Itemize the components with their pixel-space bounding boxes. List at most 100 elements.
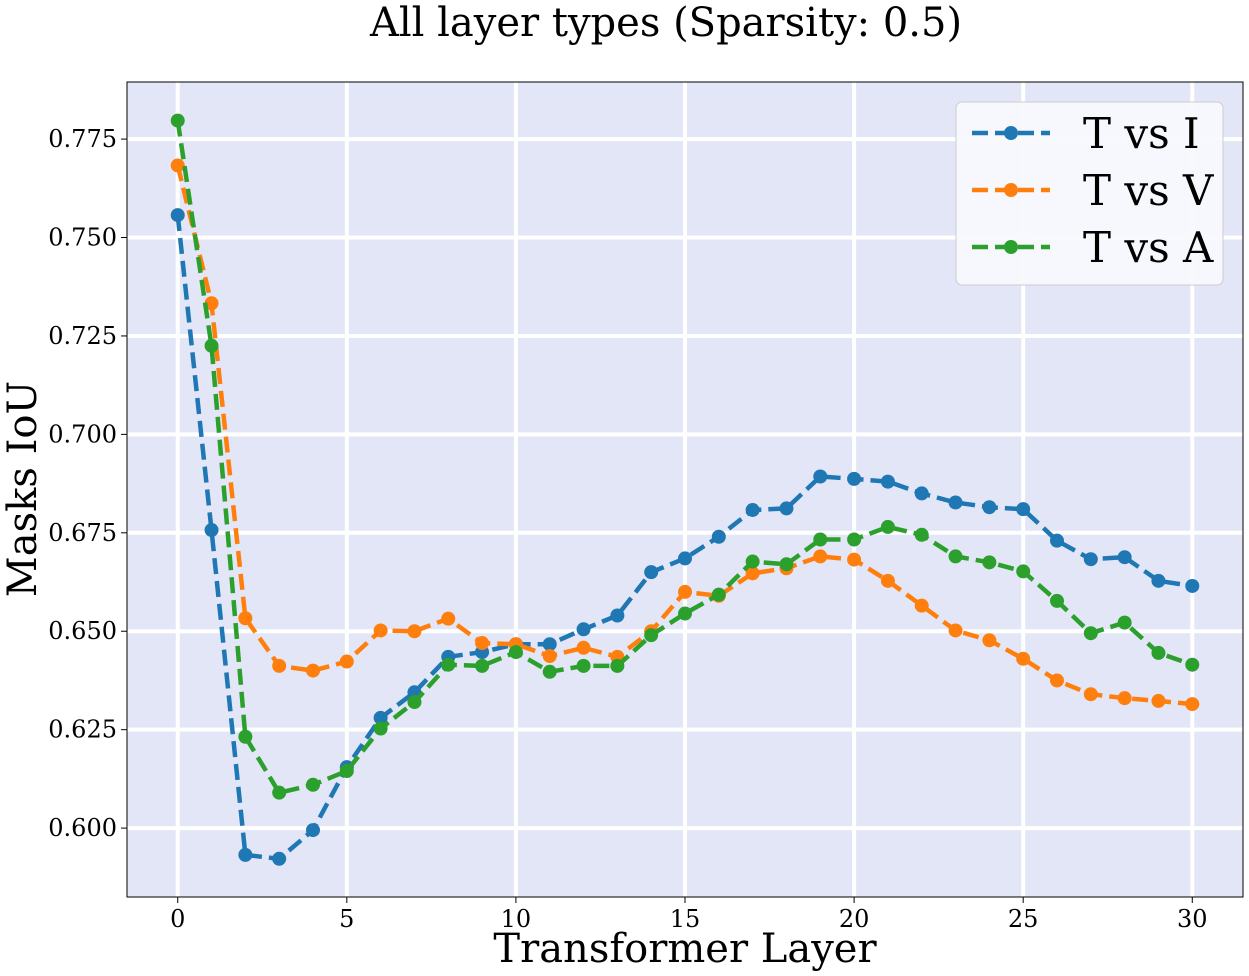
data-point: [745, 566, 760, 581]
data-point: [441, 657, 456, 672]
data-point: [880, 573, 895, 588]
data-point: [644, 628, 659, 643]
legend-marker: [1004, 183, 1018, 197]
data-point: [1151, 693, 1166, 708]
data-point: [678, 606, 692, 621]
data-point: [678, 551, 692, 566]
data-point: [779, 501, 794, 516]
data-point: [745, 502, 760, 517]
y-tick-label: 0.700: [48, 420, 117, 448]
y-axis-label: Masks IoU: [0, 381, 46, 597]
data-point: [982, 633, 997, 648]
legend-item: T vs A: [972, 223, 1214, 272]
series-layer: [170, 113, 1200, 866]
data-point: [339, 764, 354, 779]
data-point: [272, 658, 287, 673]
data-point: [880, 519, 895, 534]
data-point: [813, 549, 828, 564]
data-point: [1117, 691, 1132, 706]
x-tick-label: 20: [839, 905, 870, 933]
data-point: [1016, 502, 1031, 517]
y-tick-label: 0.675: [48, 519, 117, 547]
legend-label: T vs V: [1083, 166, 1214, 215]
data-point: [204, 523, 219, 538]
data-point: [948, 549, 963, 564]
data-point: [1083, 552, 1098, 567]
data-point: [1083, 626, 1098, 641]
data-point: [576, 622, 591, 637]
y-axis: 0.600 0.625 0.650 0.675 0.700 0.725 0.750 0.775: [48, 125, 127, 842]
legend-label: T vs I: [1083, 109, 1200, 158]
y-tick-label: 0.600: [48, 814, 117, 842]
x-tick-label: 0: [170, 905, 185, 933]
data-point: [948, 495, 963, 510]
series-2: [170, 158, 1200, 712]
x-tick-label: 30: [1177, 905, 1208, 933]
data-point: [1185, 697, 1200, 712]
legend-item: T vs I: [972, 109, 1200, 158]
data-point: [847, 471, 862, 486]
data-point: [576, 640, 591, 655]
data-point: [170, 208, 185, 223]
data-point: [373, 623, 388, 638]
y-tick-label: 0.725: [48, 322, 117, 350]
data-point: [813, 532, 828, 547]
data-point: [847, 532, 862, 547]
x-tick-label: 25: [1008, 905, 1039, 933]
data-point: [272, 785, 287, 800]
y-tick-label: 0.625: [48, 716, 117, 744]
y-tick-label: 0.750: [48, 224, 117, 252]
data-point: [306, 777, 320, 792]
data-point: [779, 557, 794, 572]
data-point: [1083, 687, 1098, 702]
x-axis-label: Transformer Layer: [493, 926, 877, 972]
legend-item: T vs V: [972, 166, 1214, 215]
data-point: [407, 624, 422, 639]
data-point: [1016, 564, 1031, 579]
data-point: [475, 636, 490, 651]
data-point: [475, 658, 490, 673]
x-tick-label: 5: [339, 905, 354, 933]
data-point: [948, 623, 963, 638]
data-point: [272, 851, 287, 866]
data-point: [711, 587, 726, 602]
chart-title: All layer types (Sparsity: 0.5): [369, 0, 962, 46]
data-point: [441, 611, 456, 626]
data-point: [1117, 615, 1132, 630]
x-axis: 0 5 10 15 20 25 30: [170, 897, 1208, 933]
data-point: [1185, 578, 1200, 593]
data-point: [542, 664, 557, 679]
data-point: [306, 663, 320, 678]
data-point: [1016, 651, 1031, 666]
legend-box: [955, 101, 1224, 286]
data-point: [914, 598, 929, 613]
data-point: [204, 338, 219, 353]
data-point: [542, 649, 557, 664]
data-point: [238, 729, 253, 744]
data-point: [1185, 657, 1200, 672]
series-3: [170, 113, 1200, 800]
data-point: [339, 654, 354, 669]
data-point: [610, 658, 625, 673]
data-point: [373, 710, 388, 725]
data-point: [542, 637, 557, 652]
x-tick-label: 15: [670, 905, 701, 933]
data-point: [745, 554, 760, 569]
data-point: [238, 847, 253, 862]
y-tick-label: 0.775: [48, 125, 117, 153]
data-point: [610, 608, 625, 623]
data-point: [170, 113, 185, 128]
data-point: [847, 552, 862, 567]
legend-marker: [1004, 240, 1018, 254]
data-point: [407, 695, 422, 710]
data-point: [813, 469, 828, 484]
data-point: [238, 611, 253, 626]
x-tick-label: 10: [501, 905, 532, 933]
data-point: [170, 158, 185, 173]
data-point: [306, 823, 320, 838]
y-tick-label: 0.650: [48, 617, 117, 645]
data-point: [1050, 673, 1064, 688]
data-point: [373, 721, 388, 736]
data-point: [914, 527, 929, 542]
